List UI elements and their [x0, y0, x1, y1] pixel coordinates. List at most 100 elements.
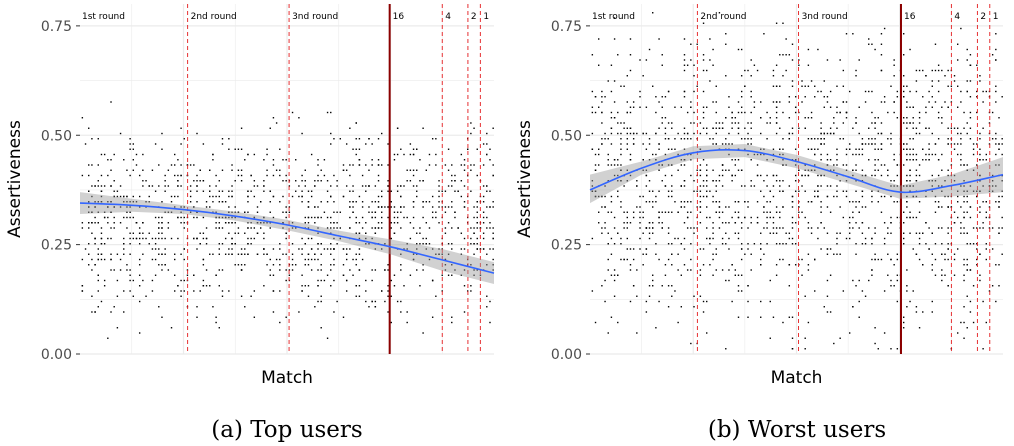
data-point: [368, 185, 370, 187]
data-point: [693, 232, 695, 234]
data-point: [158, 227, 160, 229]
data-point: [706, 185, 708, 187]
data-point: [817, 237, 819, 240]
y-axis-title: Assertiveness: [515, 120, 535, 238]
data-point: [393, 206, 396, 208]
data-point: [861, 180, 864, 182]
data-point: [699, 174, 702, 177]
data-point: [486, 190, 488, 192]
data-point: [263, 248, 265, 250]
data-point: [944, 180, 946, 182]
data-point: [164, 248, 166, 250]
data-point: [890, 85, 892, 87]
data-point: [721, 174, 724, 177]
data-point: [460, 248, 463, 250]
data-point: [626, 180, 628, 182]
data-point: [712, 222, 714, 224]
data-point: [345, 253, 348, 255]
data-point: [272, 248, 275, 250]
data-point: [422, 332, 424, 334]
data-point: [601, 232, 603, 234]
data-point: [702, 111, 705, 114]
data-point: [610, 164, 613, 166]
data-point: [836, 148, 838, 150]
data-point: [617, 274, 619, 276]
data-point: [842, 122, 845, 124]
data-point: [693, 306, 695, 308]
data-point: [690, 122, 692, 124]
data-point: [441, 190, 443, 192]
data-point: [753, 185, 756, 187]
data-point: [247, 222, 249, 224]
data-point: [972, 169, 975, 171]
data-point: [91, 258, 93, 261]
data-point: [598, 64, 600, 66]
data-point: [944, 274, 946, 276]
data-point: [189, 195, 192, 198]
data-point: [470, 237, 472, 240]
data-point: [772, 216, 775, 219]
data-point: [779, 227, 781, 229]
data-point: [667, 164, 670, 166]
data-point: [925, 243, 927, 245]
data-point: [655, 159, 657, 161]
data-point: [807, 321, 810, 324]
data-point: [447, 206, 450, 208]
data-point: [100, 258, 103, 261]
data-point: [387, 290, 389, 292]
data-point: [438, 185, 440, 187]
data-point: [791, 206, 794, 208]
data-point: [374, 306, 377, 308]
data-point: [604, 138, 606, 140]
data-point: [183, 279, 185, 282]
data-point: [215, 174, 217, 177]
data-point: [747, 300, 749, 303]
data-point: [400, 185, 402, 187]
data-point: [444, 264, 447, 266]
data-point: [492, 237, 494, 240]
data-point: [877, 148, 879, 150]
data-point: [699, 122, 702, 124]
data-point: [937, 138, 940, 140]
data-point: [377, 195, 380, 198]
data-point: [969, 80, 972, 82]
data-point: [317, 300, 319, 303]
data-point: [129, 206, 131, 208]
data-point: [161, 232, 163, 234]
data-point: [202, 237, 205, 240]
data-point: [164, 190, 166, 192]
data-point: [209, 253, 211, 255]
data-point: [307, 190, 310, 192]
data-point: [451, 164, 453, 166]
data-point: [661, 211, 663, 213]
data-point: [747, 138, 749, 140]
data-point: [902, 33, 905, 35]
data-point: [642, 195, 644, 198]
data-point: [422, 206, 424, 208]
data-point: [116, 190, 119, 192]
data-point: [963, 201, 965, 203]
data-point: [979, 174, 981, 177]
data-point: [906, 127, 908, 129]
data-point: [928, 143, 930, 145]
data-point: [610, 201, 613, 203]
data-point: [476, 243, 478, 245]
data-point: [374, 232, 377, 234]
data-point: [937, 69, 940, 72]
data-point: [435, 295, 437, 297]
data-point: [451, 185, 453, 187]
data-point: [941, 153, 943, 156]
data-point: [594, 321, 597, 324]
data-point: [956, 248, 959, 250]
data-point: [94, 243, 96, 245]
data-point: [285, 174, 287, 177]
data-point: [489, 222, 491, 224]
data-point: [645, 169, 648, 171]
data-point: [231, 185, 233, 187]
data-point: [492, 269, 494, 271]
data-point: [610, 253, 613, 255]
data-point: [775, 117, 778, 119]
data-point: [263, 222, 265, 224]
data-point: [918, 164, 921, 166]
data-point: [613, 80, 616, 82]
